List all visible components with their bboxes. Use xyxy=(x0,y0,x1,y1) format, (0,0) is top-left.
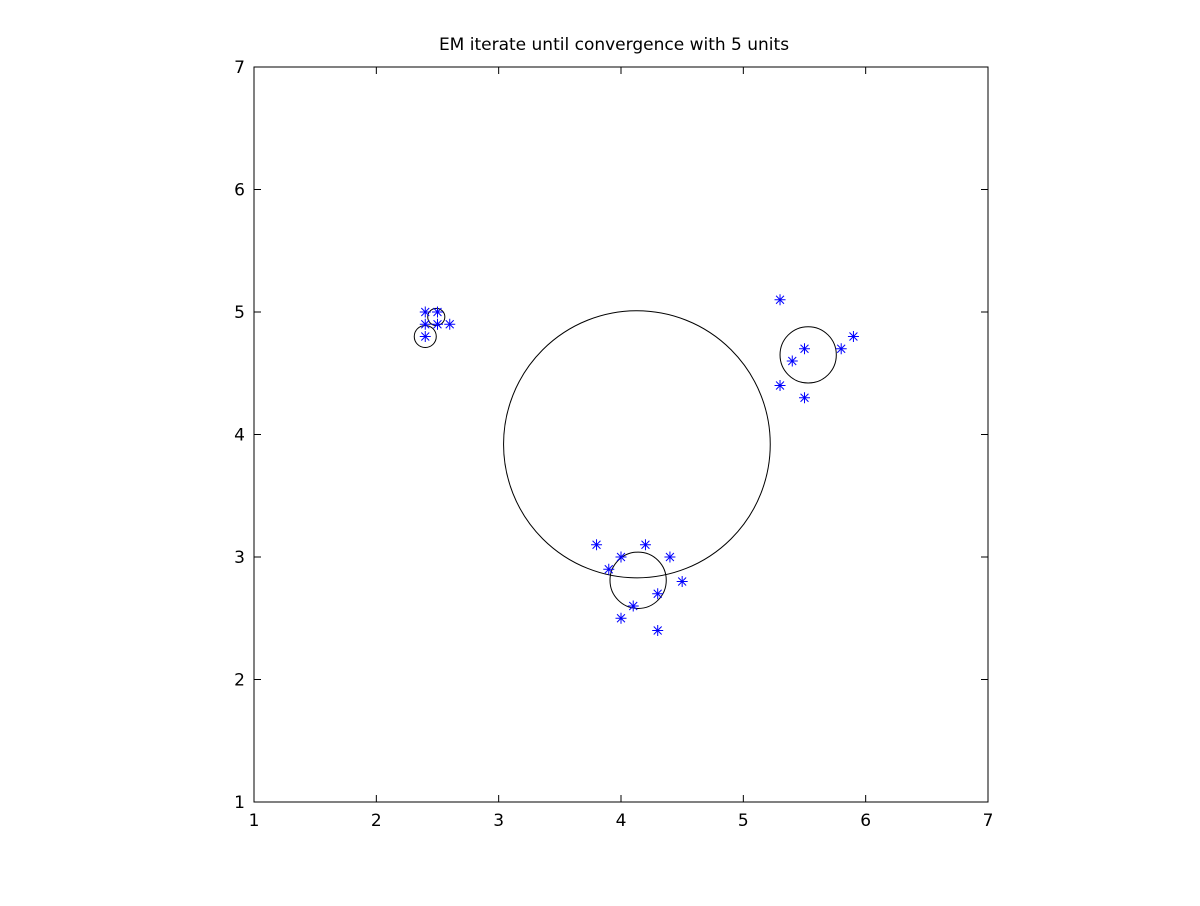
y-tick-label: 2 xyxy=(234,671,245,691)
data-point-marker xyxy=(615,612,627,624)
y-tick-label: 1 xyxy=(234,793,245,813)
data-point-marker xyxy=(432,306,443,318)
plot-area: 1 2 3 4 5 6 7 1 2 3 4 5 6 7 xyxy=(234,58,993,831)
x-tick-label: 3 xyxy=(493,811,504,831)
unit-circle xyxy=(609,551,667,609)
data-point-marker xyxy=(774,294,786,306)
data-point-marker xyxy=(591,539,603,551)
y-tick-label: 6 xyxy=(234,181,245,201)
data-point-marker xyxy=(639,539,651,551)
chart-title: EM iterate until convergence with 5 unit… xyxy=(439,35,789,55)
data-point-marker xyxy=(847,331,859,342)
x-tick-label: 6 xyxy=(860,811,871,831)
data-point-marker xyxy=(444,318,456,330)
x-tick-label: 1 xyxy=(249,811,260,831)
x-tick-label: 5 xyxy=(738,811,749,831)
data-point-marker xyxy=(799,343,810,355)
x-tick-label: 7 xyxy=(983,811,994,831)
unit-circle xyxy=(779,326,837,384)
data-point-marker xyxy=(627,600,639,612)
data-point-marker xyxy=(664,551,676,563)
y-tick-label: 3 xyxy=(234,548,245,568)
data-point-marker xyxy=(603,563,615,575)
y-tick-label: 5 xyxy=(234,303,245,323)
data-point-marker xyxy=(774,380,786,391)
x-tick-label: 4 xyxy=(616,811,627,831)
unit-circle xyxy=(503,310,771,579)
data-point-marker xyxy=(419,318,431,330)
data-point-marker xyxy=(615,551,627,563)
data-point-marker xyxy=(786,355,798,367)
data-point-marker xyxy=(676,576,688,587)
y-tick-label: 7 xyxy=(234,58,245,78)
data-point-marker xyxy=(419,331,431,342)
data-point-marker xyxy=(652,625,664,636)
data-point-marker xyxy=(799,392,810,404)
data-point-marker xyxy=(432,318,443,330)
data-point-marker xyxy=(835,343,847,355)
y-tick-label: 4 xyxy=(234,426,245,446)
data-point-marker xyxy=(419,306,431,318)
data-point-marker xyxy=(652,588,664,600)
x-tick-label: 2 xyxy=(371,811,382,831)
